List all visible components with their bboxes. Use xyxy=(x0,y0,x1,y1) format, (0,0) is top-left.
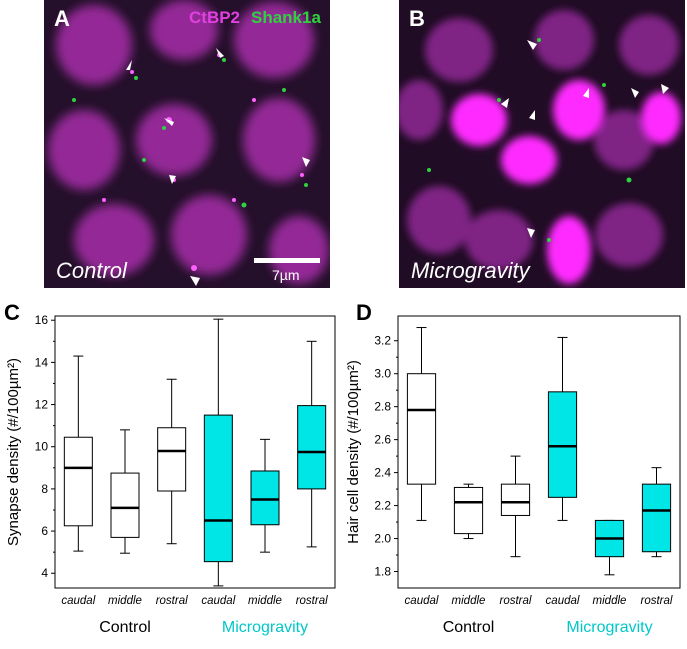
box-iqr xyxy=(110,472,140,538)
x-category-label: caudal xyxy=(405,595,439,607)
y-tick-label: 12 xyxy=(35,398,49,412)
x-group-label: Microgravity xyxy=(222,619,308,636)
x-category-label: caudal xyxy=(61,595,95,607)
scale-bar-label: 7µm xyxy=(272,267,300,283)
box-iqr xyxy=(157,427,187,492)
plot-frame xyxy=(54,315,336,589)
micrograph-microgravity-image xyxy=(399,0,685,288)
box-iqr xyxy=(63,436,93,527)
x-category-label: caudal xyxy=(546,595,580,607)
panel-a-letter: A xyxy=(54,6,70,31)
x-group-label: Microgravity xyxy=(566,619,652,636)
x-category-label: rostral xyxy=(500,595,532,607)
y-tick-label: 2.6 xyxy=(374,433,391,447)
box-iqr xyxy=(500,483,531,516)
y-tick-label: 2.8 xyxy=(374,400,391,414)
plot-frame xyxy=(397,315,681,589)
y-tick-label: 6 xyxy=(41,524,48,538)
box-iqr xyxy=(453,486,484,535)
box-iqr xyxy=(297,405,327,490)
x-group-label: Control xyxy=(443,619,495,636)
y-tick-label: 14 xyxy=(35,355,49,369)
y-axis-label: Hair cell density (#/100µm²) xyxy=(345,360,362,544)
y-tick-label: 16 xyxy=(35,313,49,327)
microgravity-condition-label: Microgravity xyxy=(411,258,530,283)
x-category-label: rostral xyxy=(641,595,673,607)
panel-d-letter: D xyxy=(356,300,372,325)
micrograph-control: A CtBP2 Shank1a Control 7µm xyxy=(44,0,330,288)
micrograph-microgravity: B Microgravity xyxy=(399,0,685,288)
hair-cell-density-chart: 1.8 2.0 2.2 2.4 2.6 2.8 3.0 3.2 Hair cell densit… xyxy=(345,315,681,636)
y-axis-label: Synapse density (#/100µm²) xyxy=(5,358,22,546)
y-tick-label: 3.0 xyxy=(374,367,391,381)
micrograph-control-image xyxy=(44,0,330,288)
control-condition-label: Control xyxy=(56,258,127,283)
box-iqr xyxy=(406,373,437,485)
x-category-label: middle xyxy=(108,595,142,607)
y-tick-label: 2.4 xyxy=(374,466,391,480)
y-tick-label: 10 xyxy=(35,440,49,454)
x-group-label: Control xyxy=(99,619,151,636)
synapse-density-chart: 4 6 8 10 12 14 16 Synapse density (#/100µm²) cau… xyxy=(5,313,336,636)
y-tick-label: 8 xyxy=(41,482,48,496)
x-category-label: middle xyxy=(248,595,282,607)
panel-c-letter: C xyxy=(4,300,20,325)
y-tick-label: 2.0 xyxy=(374,532,391,546)
stain-shank1a-label: Shank1a xyxy=(251,8,321,27)
x-category-label: caudal xyxy=(201,595,235,607)
box-iqr xyxy=(641,483,672,553)
stain-ctbp2-label: CtBP2 xyxy=(189,8,241,27)
y-tick-label: 2.2 xyxy=(374,499,391,513)
panel-b-letter: B xyxy=(409,6,425,31)
x-category-label: rostral xyxy=(296,595,328,607)
box-iqr xyxy=(250,470,280,526)
y-tick-label: 1.8 xyxy=(374,565,391,579)
x-category-label: middle xyxy=(452,595,486,607)
y-tick-label: 3.2 xyxy=(374,334,391,348)
x-category-label: middle xyxy=(593,595,627,607)
x-category-label: rostral xyxy=(156,595,188,607)
y-tick-label: 4 xyxy=(41,566,48,580)
box-iqr xyxy=(547,391,578,498)
box-iqr xyxy=(203,414,233,563)
